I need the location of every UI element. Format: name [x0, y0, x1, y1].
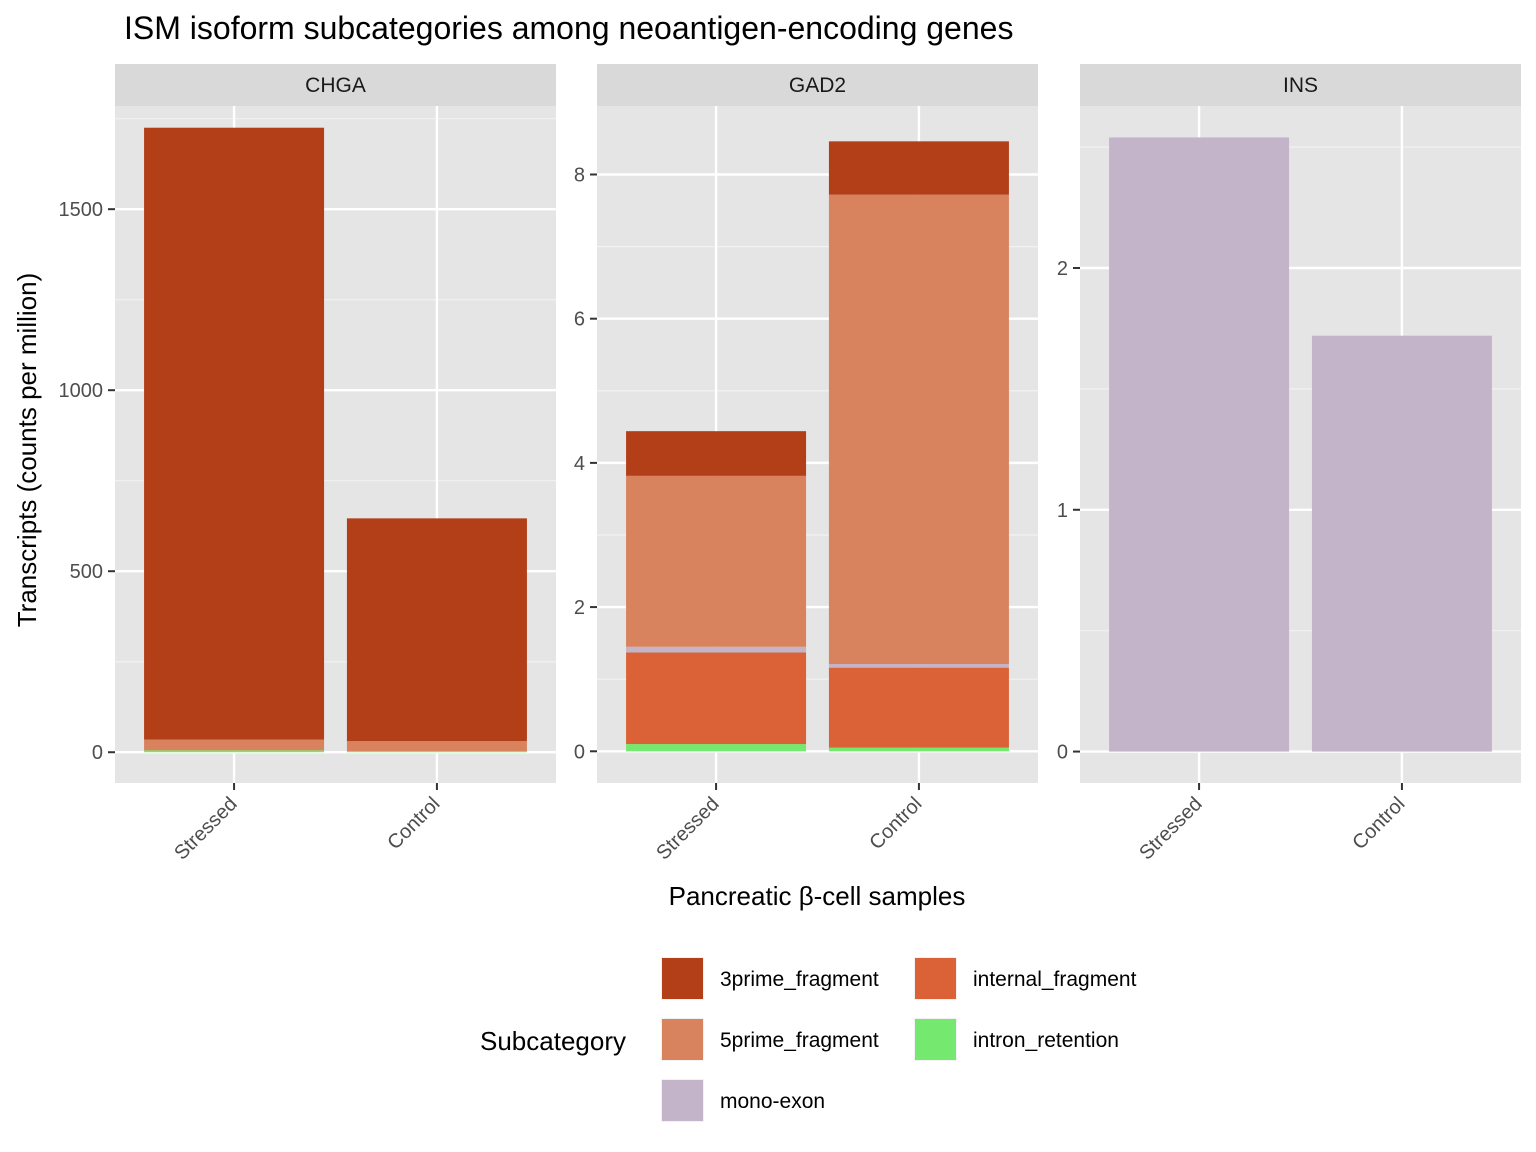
facet-panels: CHGA 0 500 1000 1500 Stressed Control GAD2 0 2 4 6 8… — [59, 64, 1521, 864]
legend-swatch-internal-fragment — [915, 958, 956, 999]
bar-segment-gad2-control-intron-retention — [828, 747, 1009, 752]
facet-gad2: GAD2 0 2 4 6 8 Stressed Control — [574, 64, 1038, 864]
legend-swatch-intron-retention — [915, 1019, 956, 1060]
y-tick-label: 0 — [1057, 742, 1068, 764]
bar-segment-chga-control-3prime-fragment — [346, 518, 527, 742]
facet-label-ins: INS — [1283, 74, 1318, 97]
legend: Subcategory 3prime_fragment 5prime_fragme… — [480, 957, 1137, 1122]
x-tick-label-stressed: Stressed — [1135, 793, 1206, 864]
x-tick-label-control: Control — [383, 793, 444, 854]
x-tick-label-stressed: Stressed — [170, 793, 241, 864]
facet-label-gad2: GAD2 — [789, 74, 846, 97]
bar-segment-chga-control-5prime-fragment — [346, 741, 527, 752]
bar-segment-gad2-stressed-3prime-fragment — [626, 431, 807, 476]
y-tick-label: 1500 — [59, 199, 104, 221]
x-tick-label-control: Control — [865, 793, 926, 854]
y-tick-label: 1000 — [59, 380, 104, 402]
facet-strip-gad2 — [597, 64, 1038, 106]
x-axis-title: Pancreatic β-cell samples — [669, 881, 966, 911]
bar-segment-gad2-control-internal-fragment — [828, 667, 1009, 748]
y-tick-label: 0 — [92, 742, 103, 764]
facet-label-chga: CHGA — [305, 74, 366, 97]
legend-label-5prime-fragment: 5prime_fragment — [720, 1029, 879, 1052]
bar-segment-gad2-stressed-internal-fragment — [626, 652, 807, 745]
bar-segment-chga-control-intron-retention — [346, 751, 527, 753]
bar-segment-chga-stressed-3prime-fragment — [144, 127, 325, 740]
x-tick-label-control: Control — [1348, 793, 1409, 854]
y-axis-title: Transcripts (counts per million) — [12, 273, 42, 627]
bar-segment-ins-control-mono-exon — [1311, 335, 1492, 752]
bar-segment-gad2-control-3prime-fragment — [828, 141, 1009, 195]
facet-ins: INS 0 1 2 Stressed Control — [1057, 64, 1521, 864]
x-tick-label-stressed: Stressed — [652, 793, 723, 864]
y-tick-label: 8 — [574, 164, 585, 186]
bar-segment-gad2-control-5prime-fragment — [828, 194, 1009, 665]
y-tick-label: 500 — [70, 561, 103, 583]
legend-label-intron-retention: intron_retention — [973, 1029, 1119, 1052]
bar-segment-ins-stressed-mono-exon — [1109, 137, 1290, 752]
legend-swatch-mono-exon — [662, 1080, 703, 1121]
legend-title: Subcategory — [480, 1026, 626, 1056]
y-tick-label: 6 — [574, 309, 585, 331]
legend-label-internal-fragment: internal_fragment — [973, 968, 1137, 991]
facet-strip-chga — [115, 64, 556, 106]
legend-swatch-3prime-fragment — [662, 958, 703, 999]
chart-title: ISM isoform subcategories among neoantig… — [124, 10, 1013, 46]
bar-segment-chga-stressed-intron-retention — [144, 750, 325, 753]
bar-segment-gad2-stressed-mono-exon — [626, 646, 807, 653]
y-tick-label: 2 — [574, 597, 585, 619]
legend-label-mono-exon: mono-exon — [720, 1090, 825, 1113]
bar-segment-chga-stressed-5prime-fragment — [144, 739, 325, 751]
bar-segment-gad2-control-mono-exon — [828, 664, 1009, 668]
bar-segment-gad2-stressed-intron-retention — [626, 744, 807, 752]
y-tick-label: 1 — [1057, 500, 1068, 522]
facet-chga: CHGA 0 500 1000 1500 Stressed Control — [59, 64, 556, 864]
legend-label-3prime-fragment: 3prime_fragment — [720, 968, 879, 991]
y-tick-label: 2 — [1057, 258, 1068, 280]
legend-swatch-5prime-fragment — [662, 1019, 703, 1060]
y-tick-label: 4 — [574, 453, 585, 475]
bar-segment-gad2-stressed-5prime-fragment — [626, 475, 807, 647]
facet-strip-ins — [1080, 64, 1521, 106]
y-tick-label: 0 — [574, 741, 585, 763]
